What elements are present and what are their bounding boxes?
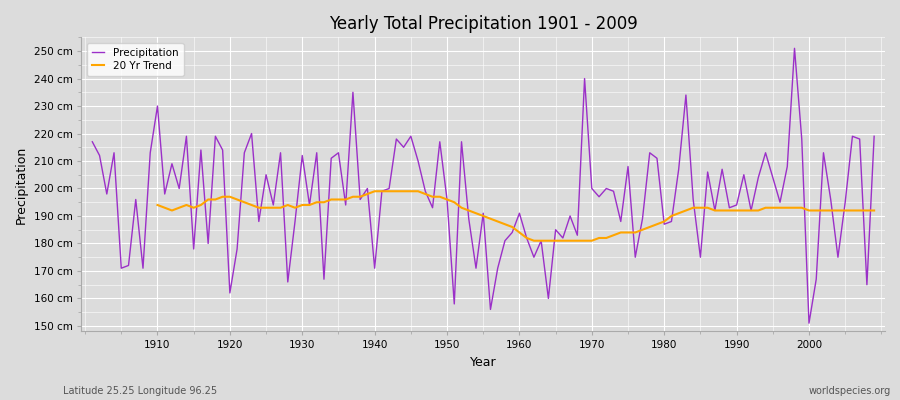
20 Yr Trend <box>594 236 605 240</box>
20 Yr Trend <box>369 189 380 194</box>
Line: Precipitation: Precipitation <box>93 48 874 323</box>
20 Yr Trend <box>290 205 301 210</box>
Precipitation <box>304 202 315 207</box>
20 Yr Trend <box>528 238 539 243</box>
Precipitation <box>87 139 98 144</box>
Legend: Precipitation, 20 Yr Trend: Precipitation, 20 Yr Trend <box>86 42 184 76</box>
Precipitation <box>601 186 612 191</box>
Y-axis label: Precipitation: Precipitation <box>15 145 28 224</box>
20 Yr Trend <box>825 208 836 213</box>
Text: Latitude 25.25 Longitude 96.25: Latitude 25.25 Longitude 96.25 <box>63 386 217 396</box>
Precipitation <box>868 134 879 139</box>
Precipitation <box>789 46 800 51</box>
20 Yr Trend <box>152 202 163 207</box>
20 Yr Trend <box>536 238 546 243</box>
Text: worldspecies.org: worldspecies.org <box>809 386 891 396</box>
Precipitation <box>507 230 517 235</box>
Precipitation <box>145 150 156 155</box>
Line: 20 Yr Trend: 20 Yr Trend <box>158 191 874 241</box>
Precipitation <box>347 90 358 95</box>
Precipitation <box>514 211 525 216</box>
Title: Yearly Total Precipitation 1901 - 2009: Yearly Total Precipitation 1901 - 2009 <box>328 15 637 33</box>
X-axis label: Year: Year <box>470 356 497 369</box>
20 Yr Trend <box>847 208 858 213</box>
Precipitation <box>804 321 814 326</box>
20 Yr Trend <box>868 208 879 213</box>
20 Yr Trend <box>319 200 329 205</box>
